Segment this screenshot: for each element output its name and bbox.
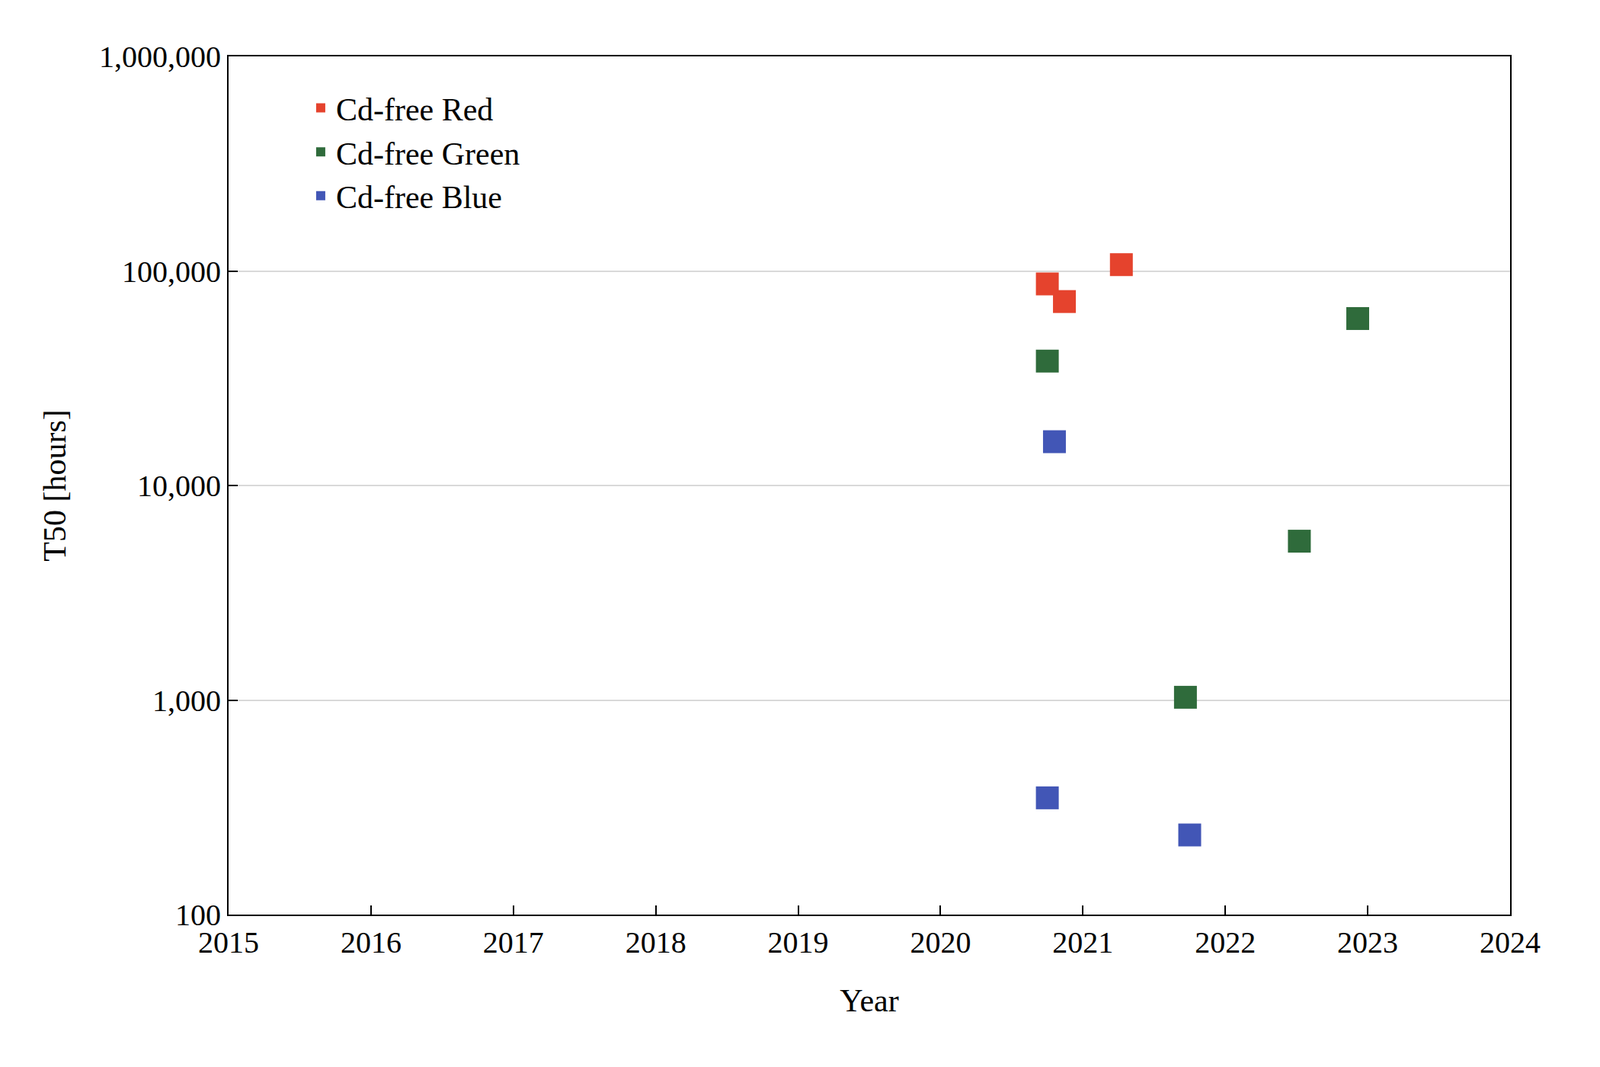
svg-text:100: 100	[175, 897, 221, 932]
svg-text:2020: 2020	[909, 924, 971, 960]
svg-text:Cd-free Blue: Cd-free Blue	[336, 179, 503, 215]
svg-text:100,000: 100,000	[121, 254, 221, 289]
svg-text:2016: 2016	[340, 924, 402, 960]
svg-text:2015: 2015	[198, 924, 260, 960]
svg-text:2024: 2024	[1479, 924, 1541, 960]
svg-text:2021: 2021	[1052, 924, 1114, 960]
svg-text:2023: 2023	[1337, 924, 1399, 960]
svg-text:1,000,000: 1,000,000	[99, 39, 221, 74]
svg-text:Cd-free Red: Cd-free Red	[336, 92, 493, 128]
svg-text:Cd-free Green: Cd-free Green	[336, 136, 520, 172]
svg-text:2022: 2022	[1194, 924, 1256, 960]
svg-text:2017: 2017	[483, 924, 544, 960]
svg-text:2018: 2018	[625, 924, 687, 960]
svg-text:Year: Year	[839, 982, 899, 1018]
svg-text:2019: 2019	[768, 924, 829, 960]
svg-text:1,000: 1,000	[152, 683, 221, 718]
svg-text:T50 [hours]: T50 [hours]	[37, 409, 73, 561]
svg-text:10,000: 10,000	[137, 468, 221, 503]
